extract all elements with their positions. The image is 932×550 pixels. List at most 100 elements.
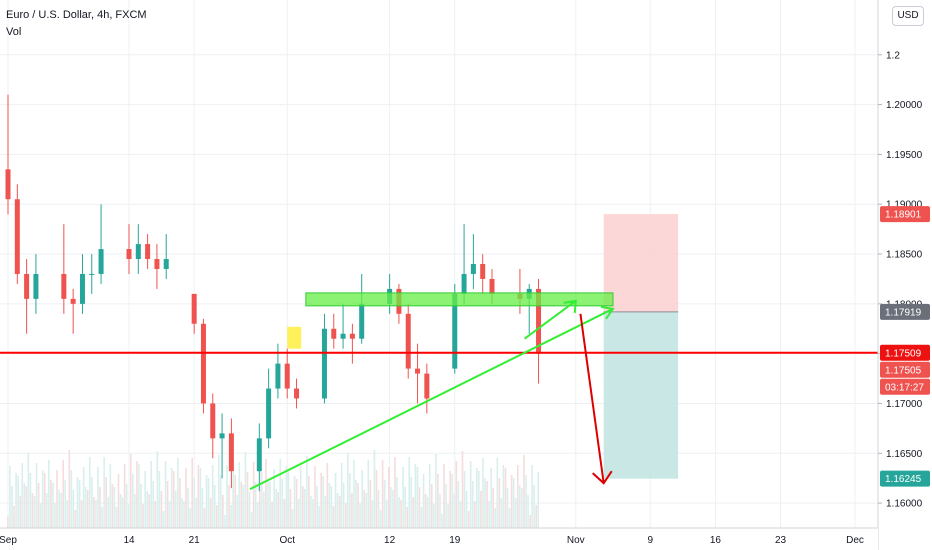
volume-bar xyxy=(191,458,193,528)
volume-bar xyxy=(406,507,408,528)
volume-bar xyxy=(469,461,472,528)
volume-bar xyxy=(451,474,454,528)
volume-bar xyxy=(273,469,275,528)
volume-indicator-label[interactable]: Vol xyxy=(6,26,22,38)
volume-bar xyxy=(60,493,62,528)
volume-bar xyxy=(66,500,69,528)
volume-bar xyxy=(271,502,273,528)
volume-bar xyxy=(416,467,419,528)
candle-body xyxy=(126,249,132,260)
volume-bar xyxy=(344,503,347,528)
stop-loss-zone xyxy=(603,214,679,312)
volume-bar xyxy=(484,478,486,528)
time-tick-label: 19 xyxy=(449,535,461,546)
time-tick-label: Nov xyxy=(567,535,585,546)
volume-bar xyxy=(400,500,402,528)
volume-bar xyxy=(224,515,226,528)
volume-bar xyxy=(316,486,318,528)
volume-bar xyxy=(328,483,331,528)
time-tick-label: Sep xyxy=(0,535,17,546)
volume-bar xyxy=(289,489,292,528)
volume-bar xyxy=(318,506,320,528)
volume-bar xyxy=(531,465,533,528)
volume-bar xyxy=(70,470,73,528)
time-axis[interactable]: Sep 14 21 Oct 12 19 Nov 9 16 23 Dec xyxy=(0,527,878,550)
volume-bar xyxy=(172,471,175,528)
volume-bar xyxy=(166,481,169,528)
volume-bar xyxy=(502,465,505,528)
volume-bar xyxy=(101,507,103,528)
resistance-zone xyxy=(305,292,614,307)
volume-bar xyxy=(226,465,228,528)
volume-bar xyxy=(414,464,417,528)
volume-bar xyxy=(525,475,527,528)
currency-button[interactable]: USD xyxy=(892,6,924,26)
volume-bar xyxy=(31,493,34,528)
candle-body xyxy=(405,313,411,369)
volume-bar xyxy=(480,491,482,528)
volume-bar xyxy=(459,501,462,528)
volume-bar xyxy=(476,468,478,528)
chart-overlays-back xyxy=(287,214,679,479)
volume-bar xyxy=(56,470,58,528)
volume-bar xyxy=(54,503,56,528)
volume-bar xyxy=(115,507,118,528)
volume-bar xyxy=(504,468,507,528)
volume-bar xyxy=(297,499,300,528)
volume-bar xyxy=(510,475,513,528)
volume-bar xyxy=(209,498,212,528)
candle-body xyxy=(294,388,300,399)
volume-bar xyxy=(68,450,71,528)
volume-bar xyxy=(158,471,161,528)
volume-bar xyxy=(277,492,279,528)
candle-body xyxy=(33,273,39,299)
volume-bars xyxy=(7,450,540,528)
candle-body xyxy=(191,293,197,324)
volume-bar xyxy=(17,476,19,528)
volume-bar xyxy=(355,480,357,528)
volume-bar xyxy=(252,462,255,528)
volume-bar xyxy=(437,474,439,528)
volume-bar xyxy=(336,493,339,528)
candle-body xyxy=(284,363,290,389)
candle-body xyxy=(154,259,160,269)
volume-bar xyxy=(529,515,531,528)
price-badge-label: 1.18901 xyxy=(885,210,922,221)
bullish-arrowhead xyxy=(563,299,577,313)
symbol-title[interactable]: Euro / U.S. Dollar, 4h, FXCM xyxy=(6,9,147,21)
volume-bar xyxy=(322,476,325,528)
volume-bar xyxy=(138,464,140,528)
volume-bar xyxy=(435,454,437,528)
price-tick-label: 1.2 xyxy=(886,50,900,61)
volume-bar xyxy=(357,483,359,528)
volume-bar xyxy=(33,496,36,528)
take-profit-zone xyxy=(603,311,679,479)
volume-bar xyxy=(422,474,425,528)
volume-bar xyxy=(320,473,322,528)
volume-bar xyxy=(516,465,519,528)
volume-bar xyxy=(117,474,120,528)
trendline-arrowhead xyxy=(600,305,615,320)
volume-bar xyxy=(471,481,474,528)
volume-bar xyxy=(162,511,165,528)
volume-bar xyxy=(314,466,316,528)
volume-bar xyxy=(95,500,97,528)
volume-bar xyxy=(156,451,159,528)
volume-bar xyxy=(258,469,261,528)
volume-bar xyxy=(248,492,251,528)
price-tick-label: 1.20000 xyxy=(886,100,923,111)
price-axis[interactable]: 1.160001.165001.170001.175001.180001.185… xyxy=(877,0,932,550)
volume-bar xyxy=(408,457,411,528)
volume-bar xyxy=(347,453,349,528)
candle-body xyxy=(200,323,206,404)
time-tick-label: 23 xyxy=(775,535,787,546)
volume-bar xyxy=(496,458,499,528)
volume-bar xyxy=(72,490,75,528)
candle-body xyxy=(424,373,430,399)
volume-bar xyxy=(385,500,388,528)
time-tick-label: Dec xyxy=(846,535,864,546)
volume-bar xyxy=(236,495,239,528)
volume-bar xyxy=(373,450,376,528)
volume-bar xyxy=(25,486,28,528)
